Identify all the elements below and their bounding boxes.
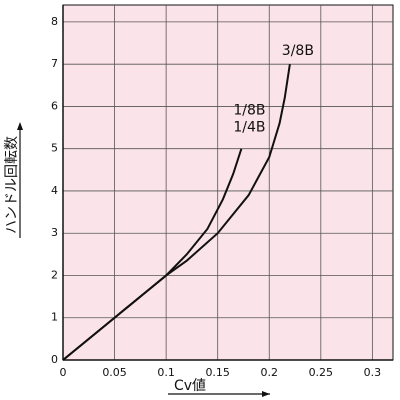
y-axis-label: ハンドル回転数 xyxy=(4,136,20,234)
series-line xyxy=(62,64,291,361)
series-label: 1/8B xyxy=(233,103,265,119)
y-tick-label: 3 xyxy=(51,226,58,239)
y-tick-label: 2 xyxy=(51,268,58,281)
plot-background xyxy=(62,4,394,361)
y-tick-label: 5 xyxy=(51,142,58,155)
y-tick-label: 8 xyxy=(51,15,58,28)
x-label-arrowhead xyxy=(262,391,270,397)
y-tick-label: 1 xyxy=(51,311,58,324)
x-axis-label: Cv値 xyxy=(174,378,206,394)
series-label: 1/4B xyxy=(233,120,265,136)
x-tick-label: 0.2 xyxy=(261,366,279,379)
x-tick-label: 0.15 xyxy=(205,366,230,379)
x-tick-label: 0.25 xyxy=(309,366,334,379)
y-label-arrowhead xyxy=(17,122,23,130)
x-tick-label: 0.3 xyxy=(364,366,382,379)
series-label: 3/8B xyxy=(282,43,314,59)
x-tick-label: 0 xyxy=(60,366,67,379)
x-tick-label: 0.1 xyxy=(157,366,175,379)
y-tick-label: 0 xyxy=(51,353,58,366)
plot-area xyxy=(62,4,394,361)
y-tick-label: 4 xyxy=(51,184,58,197)
x-tick-label: 0.05 xyxy=(102,366,127,379)
y-tick-label: 6 xyxy=(51,99,58,112)
y-tick-label: 7 xyxy=(51,57,58,70)
